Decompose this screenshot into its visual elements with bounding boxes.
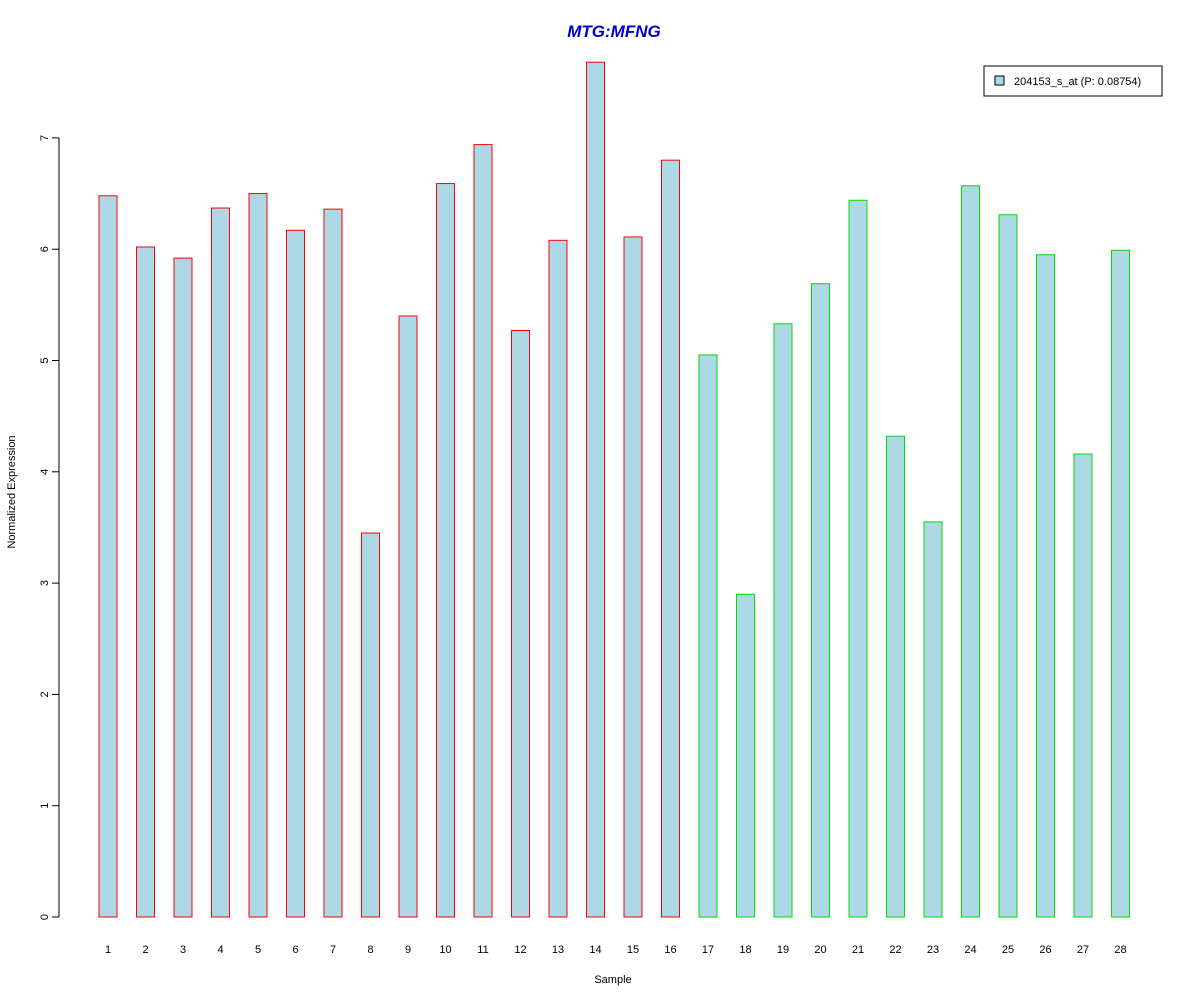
bar-sample-2 [136, 246, 155, 918]
bar-sample-15 [623, 236, 643, 918]
x-tick-label: 3 [180, 944, 186, 956]
bar-sample-5 [248, 193, 268, 918]
x-tick-label: 4 [217, 944, 223, 956]
bar-sample-18 [736, 593, 755, 918]
x-tick-label: 21 [852, 944, 864, 956]
bar-sample-16 [661, 159, 680, 918]
bar-sample-14 [586, 61, 605, 918]
y-tick-label: 7 [39, 135, 51, 141]
bar-sample-24 [961, 185, 980, 918]
bar-sample-25 [998, 214, 1018, 918]
bar-sample-23 [923, 521, 943, 918]
x-tick-label: 14 [589, 944, 601, 956]
x-tick-labels: 1 2 3 4 5 6 7 8 9 10 11 12 13 14 15 16 17 18 19 20 21 22 23 24 2… [105, 944, 1127, 956]
y-tick-label: 2 [39, 691, 51, 697]
y-tick-label: 1 [39, 803, 51, 809]
x-tick-label: 8 [367, 944, 373, 956]
bar-sample-28 [1111, 249, 1130, 918]
bar-sample-1 [98, 195, 118, 918]
x-tick-label: 6 [292, 944, 298, 956]
bar-sample-22 [886, 435, 905, 918]
y-tick-label: 4 [39, 469, 51, 475]
bar-sample-6 [286, 229, 305, 918]
bar-sample-26 [1036, 254, 1055, 918]
x-tick-label: 24 [964, 944, 976, 956]
x-tick-label: 23 [927, 944, 939, 956]
x-tick-label: 28 [1114, 944, 1126, 956]
bar-sample-27 [1073, 453, 1093, 918]
x-tick-label: 20 [814, 944, 826, 956]
x-tick-label: 12 [514, 944, 526, 956]
x-tick-label: 27 [1077, 944, 1089, 956]
y-axis: 0 1 2 3 4 5 6 7 [39, 135, 60, 920]
x-tick-label: 16 [664, 944, 676, 956]
bar-sample-3 [173, 257, 193, 918]
x-tick-label: 7 [330, 944, 336, 956]
x-tick-label: 19 [777, 944, 789, 956]
bar-sample-21 [848, 199, 868, 918]
x-tick-label: 13 [552, 944, 564, 956]
bar-sample-10 [436, 183, 455, 918]
x-tick-label: 9 [405, 944, 411, 956]
x-tick-label: 15 [627, 944, 639, 956]
bar-sample-4 [211, 207, 230, 918]
legend-swatch [994, 75, 1005, 86]
x-tick-label: 17 [702, 944, 714, 956]
bar-sample-20 [811, 283, 830, 918]
x-axis-label: Sample [594, 974, 631, 986]
chart-title: MTG:MFNG [567, 22, 660, 41]
bars [98, 61, 1130, 918]
x-tick-label: 5 [255, 944, 261, 956]
bar-sample-9 [398, 315, 418, 918]
x-tick-label: 18 [739, 944, 751, 956]
x-tick-label: 22 [889, 944, 901, 956]
bar-sample-19 [773, 323, 793, 918]
bar-sample-17 [698, 354, 718, 918]
bar-sample-12 [511, 329, 530, 918]
x-tick-label: 10 [439, 944, 451, 956]
x-tick-label: 25 [1002, 944, 1014, 956]
legend-box [983, 65, 1163, 97]
x-tick-label: 11 [477, 944, 488, 956]
y-axis-label: Normalized Expression [6, 435, 18, 548]
bar-sample-8 [361, 532, 380, 918]
legend-label: 204153_s_at (P: 0.08754) [1014, 76, 1141, 88]
y-tick-label: 3 [39, 580, 51, 586]
x-tick-label: 2 [142, 944, 148, 956]
x-tick-label: 26 [1039, 944, 1051, 956]
y-tick-label: 6 [39, 246, 51, 252]
y-tick-label: 0 [39, 914, 51, 920]
bar-sample-11 [473, 144, 493, 918]
legend: 204153_s_at (P: 0.08754) [983, 65, 1163, 97]
bar-sample-13 [548, 239, 568, 918]
bar-sample-7 [323, 208, 343, 918]
x-tick-label: 1 [105, 944, 111, 956]
y-tick-label: 5 [39, 357, 51, 363]
